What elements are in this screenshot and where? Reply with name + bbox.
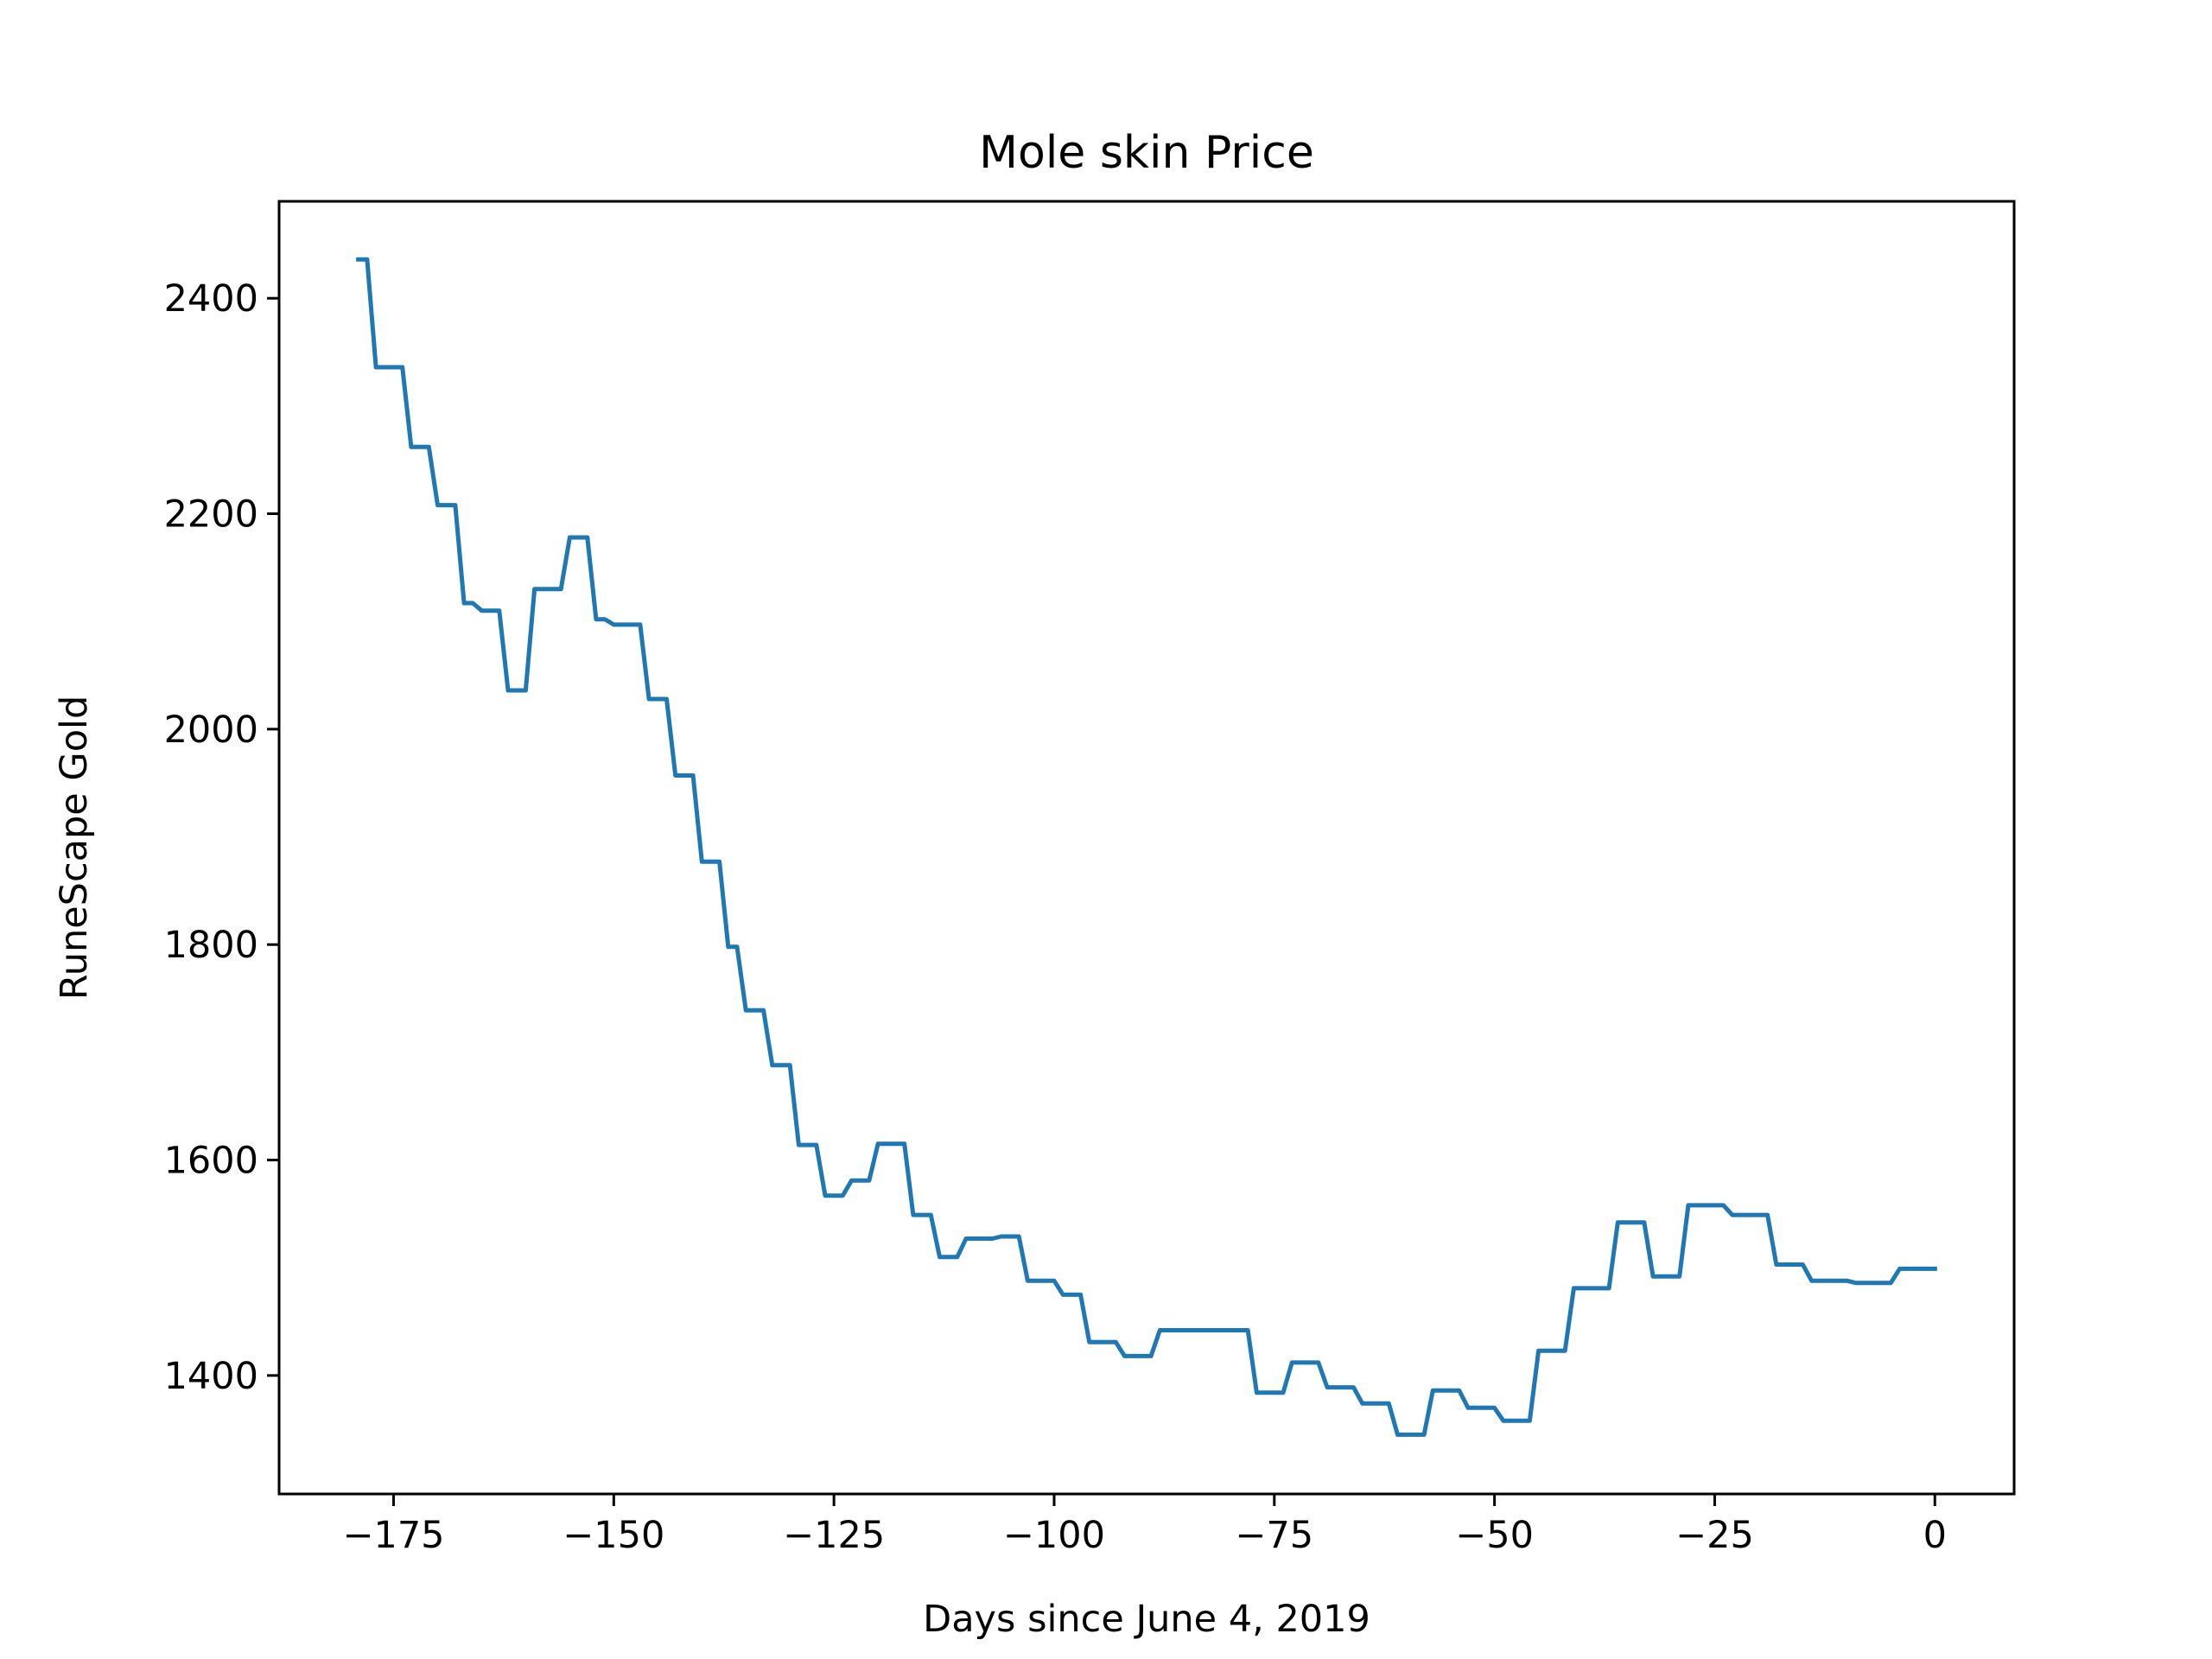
y-tick-label: 1800 — [164, 924, 258, 967]
x-tick-label: −150 — [563, 1514, 664, 1557]
x-tick-label: 0 — [1923, 1514, 1947, 1557]
x-tick-label: −75 — [1235, 1514, 1313, 1557]
y-axis-label: RuneScape Gold — [53, 696, 96, 1000]
y-tick-label: 1400 — [164, 1355, 258, 1398]
x-tick-label: −175 — [342, 1514, 444, 1557]
y-axis-ticks: 1400 1600 1800 2000 2200 2400 — [164, 277, 279, 1398]
series-line-0 — [356, 257, 1937, 1437]
x-axis-label: Days since June 4, 2019 — [923, 1598, 1370, 1641]
x-axis-ticks: −175 −150 −125 −100 −75 −50 −25 0 — [342, 1494, 1947, 1557]
series-layer — [356, 257, 1937, 1437]
y-tick-label: 2000 — [164, 709, 258, 752]
x-tick-label: −100 — [1003, 1514, 1105, 1557]
x-tick-label: −25 — [1675, 1514, 1754, 1557]
plot-frame — [277, 200, 2016, 1496]
y-tick-label: 2200 — [164, 493, 258, 537]
y-tick-label: 1600 — [164, 1140, 258, 1183]
chart-title: Mole skin Price — [979, 127, 1314, 179]
x-tick-label: −50 — [1455, 1514, 1534, 1557]
y-tick-label: 2400 — [164, 277, 258, 321]
x-tick-label: −125 — [783, 1514, 885, 1557]
